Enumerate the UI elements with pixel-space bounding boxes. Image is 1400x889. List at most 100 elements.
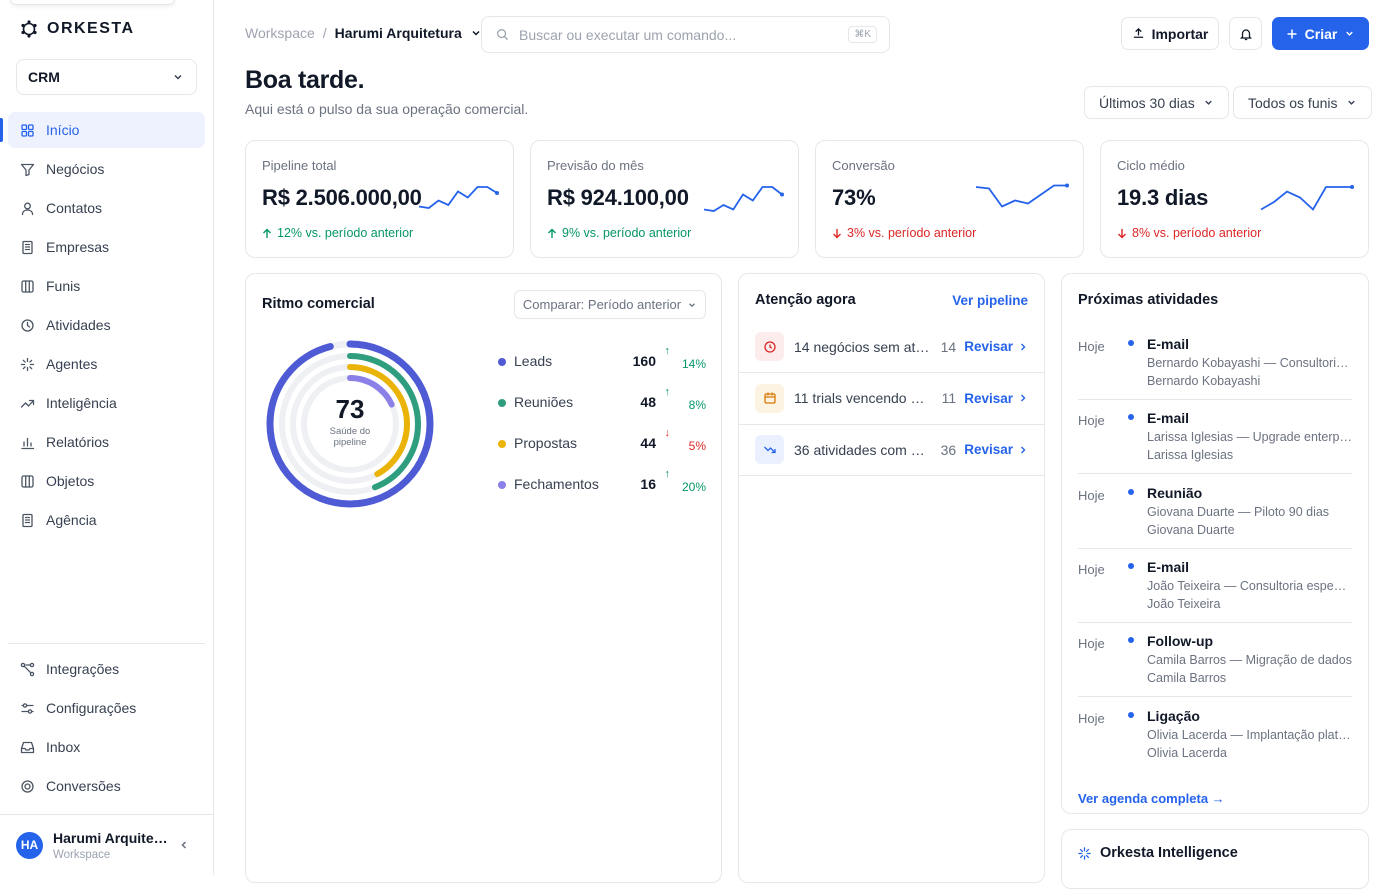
user-profile[interactable]: HA Harumi Arquitetura Workspace [0,814,213,875]
breadcrumb-current[interactable]: Harumi Arquitetura [334,25,462,41]
filter-icon [20,163,35,176]
sidebar-item-agentes[interactable]: Agentes [8,346,205,382]
review-button[interactable]: Revisar [964,339,1028,354]
kpi-card-conversao[interactable]: Conversão 73% 3% vs. período anterior [815,140,1084,258]
sidebar-item-empresas[interactable]: Empresas [8,229,205,265]
sidebar-item-atividades[interactable]: Atividades [8,307,205,343]
sparkline-path [975,184,1067,208]
user-role: Workspace [53,848,111,861]
sidebar-item-conversoes[interactable]: Conversões [8,768,205,804]
grid-icon [21,123,34,137]
breadcrumb-separator: / [322,25,327,41]
sidebar-item-negocios[interactable]: Negócios [8,151,205,187]
review-button[interactable]: Revisar [964,442,1028,457]
activity-item[interactable]: Hoje Follow-up Camila Barros — Migração de… [1078,633,1352,707]
sidebar-divider [8,643,205,644]
sparkline [418,186,499,209]
attention-title: Atenção agora [755,292,856,308]
kpi-label: Pipeline total [262,158,337,173]
review-button[interactable]: Revisar [964,391,1028,406]
chevron-right-icon [1021,394,1026,402]
sparkle-icon [20,357,35,371]
activity-day: Hoje [1078,487,1105,503]
arrow-down-icon [833,228,841,238]
activity-contact: Giovana Duarte [1147,522,1235,537]
health-score-label: Saúde do pipeline [300,426,400,448]
attention-count: 36 [940,441,957,458]
activity-contact: Bernardo Kobayashi [1147,374,1261,388]
search-input[interactable]: Buscar ou executar um comando... ⌘K [481,16,890,53]
search-placeholder: Buscar ou executar um comando... [519,26,737,43]
sidebar-item-objetos[interactable]: Objetos [8,463,205,499]
search-shortcut: ⌘K [848,26,877,43]
sidebar-item-inteligencia[interactable]: Inteligência [8,385,205,421]
period-filter[interactable]: Últimos 30 dias [1084,86,1229,119]
kpi-card-ciclo-medio[interactable]: Ciclo médio 19.3 dias 8% vs. período anter… [1100,140,1369,258]
activity-item[interactable]: Hoje E-mail Larissa Iglesias — Upgrade ent… [1078,410,1352,484]
import-button[interactable]: Importar [1121,17,1219,50]
intelligence-card[interactable]: Orkesta Intelligence [1061,829,1369,889]
activity-type: E-mail [1147,410,1190,427]
attention-text: 36 atividades com prazo [794,441,930,458]
kpi-card-previsao-do-mes[interactable]: Previsão do mês R$ 924.100,00 9% vs. perío… [530,140,799,258]
sparkline [975,183,1069,208]
bell-icon [1239,28,1252,40]
activity-type: Ligação [1147,707,1200,724]
inbox-icon [20,741,35,753]
activity-item[interactable]: Hoje Reunião Giovana Duarte — Piloto 90 di… [1078,485,1352,559]
create-button[interactable]: Criar [1272,17,1369,50]
sparkline-end-dot [1350,185,1354,189]
module-select-value: CRM [28,69,60,85]
module-select[interactable]: CRM [16,59,197,95]
kpi-card-pipeline-total[interactable]: Pipeline total R$ 2.506.000,00 12% vs. per… [245,140,514,258]
activity-contact: João Teixeira [1147,596,1221,611]
avatar: HA [16,831,43,859]
legend-item-propostas: Propostas 44 ↓ 5% [498,427,708,455]
chevron-left-icon[interactable] [178,839,190,851]
bar-chart-icon [21,437,35,449]
chevron-down-icon[interactable] [470,27,482,39]
sidebar-item-relatorios[interactable]: Relatórios [8,424,205,460]
funnel-filter[interactable]: Todos os funis [1233,86,1372,119]
sidebar-item-agencia[interactable]: Agência [8,502,205,538]
divider [1078,547,1352,549]
sidebar-item-configuracoes[interactable]: Configurações [8,690,205,726]
legend-value: 160 [632,353,656,369]
health-score-label-line1: Saúde do [329,426,371,437]
activity-item[interactable]: Hoje E-mail João Teixeira — Consultoria es… [1078,559,1352,633]
activity-bullet [1128,488,1134,495]
columns-icon [21,279,34,293]
legend-pct: 5% [688,439,706,453]
integrations-icon [20,662,35,676]
sidebar-item-inicio[interactable]: Início [0,112,205,148]
trend-down-icon [755,435,784,464]
sidebar-item-label: Objetos [46,473,95,489]
sidebar-item-inbox[interactable]: Inbox [8,729,205,765]
sidebar-item-contatos[interactable]: Contatos [8,190,205,226]
compare-select[interactable]: Comparar: Período anterior [514,290,706,319]
notifications-button[interactable] [1229,17,1262,50]
activity-description: Giovana Duarte — Piloto 90 dias [1147,504,1330,519]
activity-bullet [1128,340,1134,346]
sidebar-item-integracoes[interactable]: Integrações [8,651,205,687]
attention-row[interactable]: 14 negócios sem atividade 14 Revisar [739,321,1044,372]
ritmo-title: Ritmo comercial [262,296,375,312]
kpi-value: R$ 924.100,00 [547,185,689,210]
full-agenda-link[interactable]: Ver agenda completa → [1078,791,1225,806]
view-pipeline-link[interactable]: Ver pipeline [952,293,1028,308]
divider [739,372,1044,373]
attention-row[interactable]: 11 trials vencendo em breve 11 Revisar [739,373,1044,424]
import-label: Importar [1151,25,1209,42]
kpi-delta: 8% vs. período anterior [1117,226,1261,240]
activity-type: Follow-up [1147,633,1214,650]
legend-dot [498,440,506,448]
breadcrumb-root[interactable]: Workspace [245,25,315,41]
activity-item[interactable]: Hoje Ligação Olivia Lacerda — Implantação … [1078,708,1352,782]
attention-row[interactable]: 36 atividades com prazo 36 Revisar [739,424,1044,475]
sidebar-item-label: Atividades [46,317,111,333]
chevron-right-icon [1021,343,1026,350]
page-subtitle: Aqui está o pulso da sua operação comerc… [245,101,529,117]
sidebar-item-funis[interactable]: Funis [8,268,205,304]
activity-item[interactable]: Hoje E-mail Bernardo Kobayashi — Consultor… [1078,336,1352,410]
brand-logo[interactable]: ORKESTA [20,20,135,38]
